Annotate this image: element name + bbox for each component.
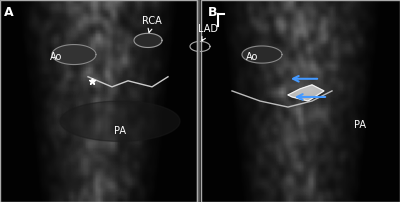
Polygon shape xyxy=(60,101,180,141)
Text: LAD: LAD xyxy=(198,24,218,41)
Polygon shape xyxy=(52,45,96,64)
Text: B: B xyxy=(208,6,218,19)
Bar xyxy=(201,0,400,202)
Text: A: A xyxy=(4,6,14,19)
Polygon shape xyxy=(134,33,162,47)
Text: RCA: RCA xyxy=(142,16,162,33)
Text: PA: PA xyxy=(114,126,126,136)
Text: Ao: Ao xyxy=(50,52,62,62)
Polygon shape xyxy=(242,46,282,63)
Bar xyxy=(0,0,197,202)
Text: PA: PA xyxy=(354,120,366,130)
Text: Ao: Ao xyxy=(246,52,258,62)
Polygon shape xyxy=(288,85,324,101)
